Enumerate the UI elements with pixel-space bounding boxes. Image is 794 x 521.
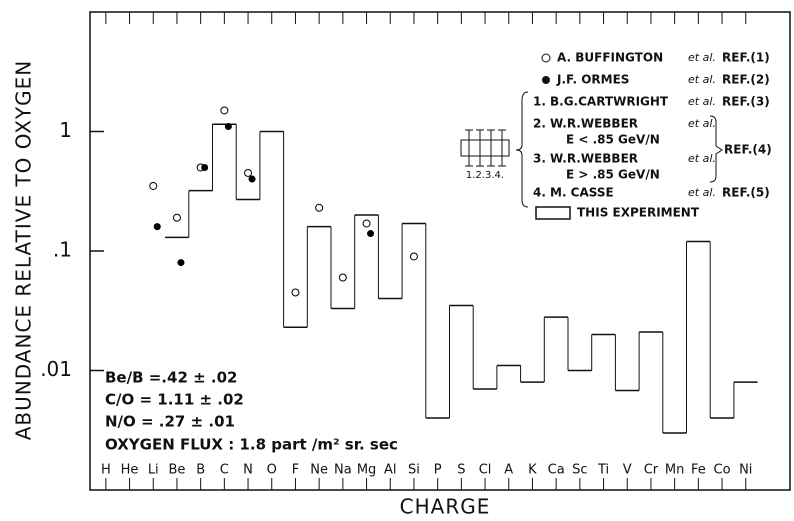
legend-label: THIS EXPERIMENT (577, 206, 700, 220)
legend-number: 2. (533, 117, 546, 131)
x-tick-label: Co (714, 463, 731, 478)
legend-label: J.F. ORMES (556, 73, 629, 87)
y-tick-label: 1 (59, 118, 72, 142)
x-tick-label: K (528, 463, 537, 478)
y-axis-label: ABUNDANCE RELATIVE TO OXYGEN (12, 60, 36, 441)
error-key-label: 1.2.3.4. (466, 170, 504, 181)
x-tick-label: A (504, 463, 513, 478)
y-tick-label: .01 (40, 357, 72, 381)
x-tick-label: Fe (691, 463, 706, 478)
legend-note: et al. (688, 152, 716, 165)
x-tick-label: Na (334, 463, 352, 478)
error-key (460, 129, 510, 167)
legend-marker (541, 53, 551, 63)
legend-ref: REF.(3) (722, 95, 770, 109)
x-tick-label: Ni (739, 463, 752, 478)
x-tick-label: Cr (644, 463, 659, 478)
legend-note: et al. (688, 186, 716, 199)
legend-number: 1. (533, 95, 546, 109)
x-tick-label: F (292, 463, 299, 478)
x-tick-label: N (243, 463, 253, 478)
x-tick-label: Be (168, 463, 185, 478)
annotation: OXYGEN FLUX : 1.8 part /m² sr. sec (105, 436, 398, 454)
x-tick-label: Sc (572, 463, 587, 478)
legend-label: W.R.WEBBER (550, 152, 638, 166)
data-point (409, 252, 418, 261)
legend-ref: REF.(1) (722, 51, 770, 65)
legend-label: B.G.CARTWRIGHT (550, 95, 669, 109)
legend-number: 4. (533, 186, 546, 200)
legend-label: A. BUFFINGTON (557, 51, 663, 65)
data-point (367, 230, 375, 238)
data-point (244, 168, 253, 177)
legend-ref: REF.(4) (724, 143, 772, 157)
legend-label: M. CASSE (550, 186, 614, 200)
x-tick-label: Mn (665, 463, 684, 478)
data-point (149, 181, 158, 190)
x-tick-label: He (121, 463, 139, 478)
legend-number: 3. (533, 152, 546, 166)
legend-sub: E > .85 GeV/N (566, 168, 660, 182)
data-point (224, 123, 232, 131)
x-tick-label: S (457, 463, 465, 478)
x-tick-label: Ca (548, 463, 565, 478)
legend-marker (542, 76, 550, 84)
legend-note: et al. (688, 51, 716, 64)
data-point (220, 106, 229, 115)
legend-label: W.R.WEBBER (550, 117, 638, 131)
annotation: C/O = 1.11 ± .02 (105, 391, 244, 409)
data-point (362, 219, 371, 228)
legend-note: et al. (688, 73, 716, 86)
x-tick-label: Si (408, 463, 420, 478)
x-tick-label: B (196, 463, 205, 478)
x-tick-label: V (623, 463, 632, 478)
x-tick-label: Ne (310, 463, 328, 478)
data-point (338, 273, 347, 282)
legend-ref: REF.(2) (722, 73, 770, 87)
data-point (177, 259, 185, 267)
data-point (201, 163, 209, 171)
data-point (315, 203, 324, 212)
annotation: Be/B =.42 ± .02 (105, 369, 237, 387)
legend-note: et al. (688, 95, 716, 108)
legend-brace (515, 91, 529, 208)
annotation: N/O = .27 ± .01 (105, 413, 235, 431)
x-tick-label: Li (148, 463, 159, 478)
x-tick-label: Ti (597, 463, 609, 478)
x-tick-label: P (434, 463, 442, 478)
legend-sub: E < .85 GeV/N (566, 133, 660, 147)
y-tick-label: .1 (53, 238, 72, 262)
x-axis-label: CHARGE (400, 495, 491, 519)
legend-ref: REF.(5) (722, 186, 770, 200)
data-point (291, 288, 300, 297)
legend-note: et al. (688, 117, 716, 130)
legend-marker (535, 206, 571, 220)
data-point (153, 223, 161, 231)
data-point (172, 213, 181, 222)
data-point (248, 175, 256, 183)
x-tick-label: Cl (479, 463, 492, 478)
legend-brace (709, 115, 723, 183)
x-tick-label: Al (384, 463, 397, 478)
x-tick-label: C (220, 463, 229, 478)
x-tick-label: Mg (357, 463, 376, 478)
x-tick-label: H (101, 463, 111, 478)
x-tick-label: O (267, 463, 277, 478)
